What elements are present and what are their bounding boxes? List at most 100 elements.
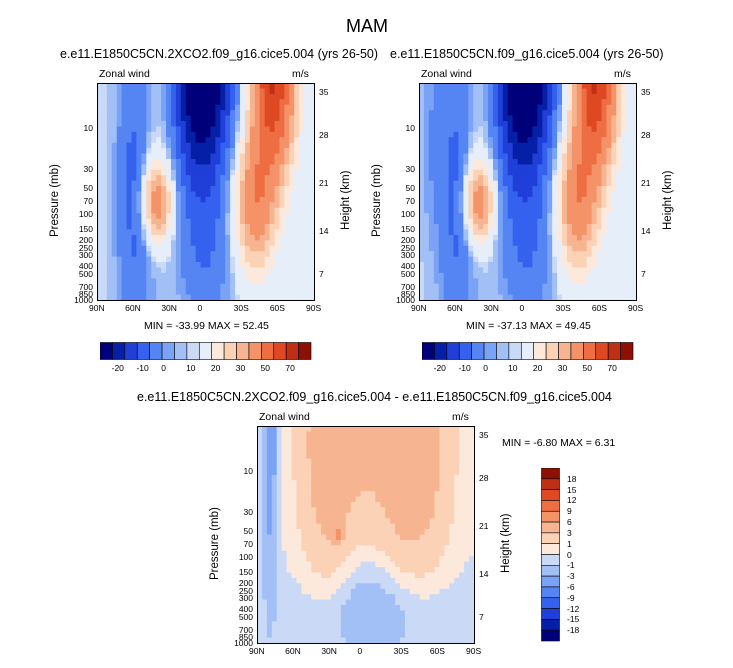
field-cell xyxy=(424,539,431,546)
field-cell xyxy=(507,131,514,138)
field-cell xyxy=(507,137,514,144)
field-cell xyxy=(522,267,529,274)
field-cell xyxy=(166,158,172,165)
field-cell xyxy=(249,93,256,100)
field-cell xyxy=(284,104,290,111)
field-cell xyxy=(375,523,381,530)
field-cell xyxy=(453,93,460,100)
field-cell xyxy=(269,207,276,214)
field-cell xyxy=(517,99,524,106)
field-cell xyxy=(443,131,450,138)
field-cell xyxy=(111,256,118,263)
field-cell xyxy=(438,158,445,165)
field-cell xyxy=(355,567,362,574)
field-cell xyxy=(385,447,391,454)
field-cell xyxy=(136,104,142,111)
field-cell xyxy=(400,572,406,579)
field-cell xyxy=(626,256,632,263)
field-cell xyxy=(136,169,142,176)
field-cell xyxy=(390,637,396,644)
field-cell xyxy=(180,148,187,155)
field-cell xyxy=(269,99,276,106)
field-cell xyxy=(131,202,138,209)
field-cell xyxy=(345,480,352,487)
field-cell xyxy=(497,153,504,160)
field-cell xyxy=(542,267,548,274)
field-cell xyxy=(547,99,553,106)
field-cell xyxy=(419,278,425,285)
field-cell xyxy=(552,169,558,176)
field-cell xyxy=(404,534,411,541)
field-cell xyxy=(286,534,293,541)
field-cell xyxy=(527,262,534,269)
field-cell xyxy=(210,283,216,290)
field-cell xyxy=(170,186,177,193)
field-cell xyxy=(365,605,372,612)
field-cell xyxy=(522,142,529,149)
field-cell xyxy=(517,262,524,269)
field-cell xyxy=(512,99,519,106)
field-cell xyxy=(532,196,538,203)
field-cell xyxy=(230,196,236,203)
field-cell xyxy=(370,567,376,574)
field-cell xyxy=(537,207,543,214)
field-cell xyxy=(448,218,455,225)
field-cell xyxy=(468,191,474,198)
field-cell xyxy=(230,169,236,176)
field-cell xyxy=(316,599,322,606)
field-cell xyxy=(291,463,298,470)
field-cell xyxy=(409,572,416,579)
field-cell xyxy=(483,169,489,176)
field-cell xyxy=(309,213,315,220)
field-cell xyxy=(284,213,290,220)
field-cell xyxy=(586,88,593,95)
field-cell xyxy=(210,234,216,241)
field-cell xyxy=(284,180,290,187)
pressure-tick-label: 850 xyxy=(400,288,415,299)
field-cell xyxy=(116,224,123,231)
field-cell xyxy=(340,605,347,612)
field-cell xyxy=(532,93,538,100)
field-cell xyxy=(316,561,322,568)
field-cell xyxy=(190,164,197,171)
field-cell xyxy=(151,267,157,274)
field-cell xyxy=(136,294,142,301)
field-cell xyxy=(375,512,381,519)
field-cell xyxy=(301,550,307,557)
field-cell xyxy=(492,218,499,225)
field-cell xyxy=(111,148,118,155)
field-cell xyxy=(180,234,187,241)
field-cell xyxy=(517,245,524,252)
field-cell xyxy=(230,158,236,165)
field-cell xyxy=(97,83,103,90)
field-cell xyxy=(316,458,322,465)
field-cell xyxy=(257,567,263,574)
field-cell xyxy=(380,610,386,617)
field-cell xyxy=(591,104,598,111)
field-cell xyxy=(380,507,386,514)
field-cell xyxy=(259,137,266,144)
field-cell xyxy=(289,224,295,231)
field-cell xyxy=(512,229,519,236)
field-cell xyxy=(291,626,298,633)
field-cell xyxy=(581,256,588,263)
field-cell xyxy=(375,539,381,546)
field-cell xyxy=(428,262,435,269)
field-cell xyxy=(220,110,226,117)
field-cell xyxy=(611,99,617,106)
field-cell xyxy=(106,213,113,220)
field-cell xyxy=(414,458,421,465)
field-cell xyxy=(261,436,268,443)
field-cell xyxy=(473,83,479,90)
field-cell xyxy=(116,256,123,263)
field-cell xyxy=(240,126,246,133)
field-cell xyxy=(276,583,283,590)
field-cell xyxy=(215,83,221,90)
field-cell xyxy=(146,245,152,252)
field-cell xyxy=(299,148,305,155)
field-cell xyxy=(279,131,286,138)
field-cell xyxy=(468,148,474,155)
field-cell xyxy=(240,83,246,90)
field-cell xyxy=(294,229,300,236)
field-cell xyxy=(429,426,436,433)
